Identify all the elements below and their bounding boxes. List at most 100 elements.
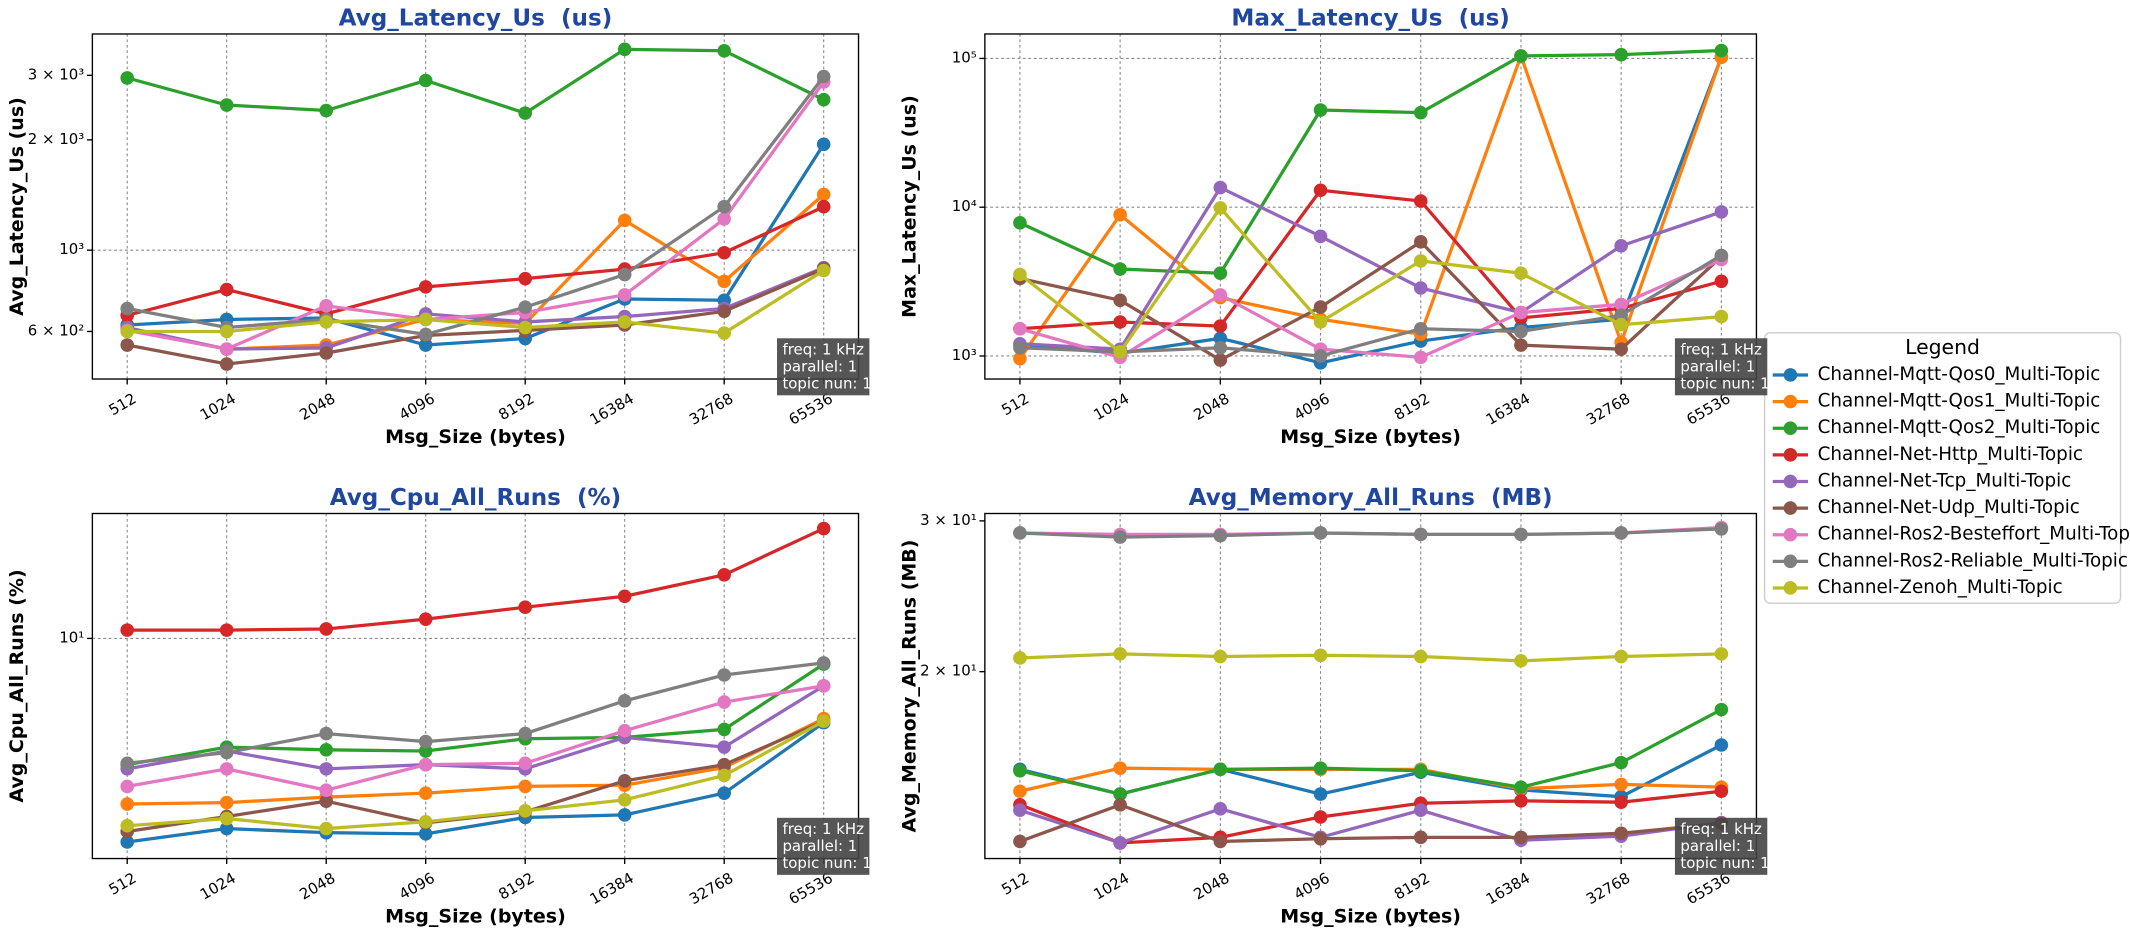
legend-label: Channel-Net-Http_Multi-Topic (1818, 444, 2083, 465)
x-tick-label: 2048 (1191, 389, 1233, 424)
point (1113, 761, 1127, 775)
point (1614, 826, 1628, 841)
annotation-box (1674, 338, 1768, 396)
point (1013, 321, 1027, 336)
legend-label: Channel-Net-Udp_Multi-Topic (1818, 497, 2080, 518)
point (1013, 526, 1027, 540)
series-line (127, 527, 825, 632)
point (1514, 324, 1528, 339)
x-tick-label: 2048 (296, 389, 338, 424)
point (1514, 338, 1528, 352)
series-line (1019, 789, 1722, 845)
series-line (1018, 51, 1723, 360)
point (1413, 235, 1428, 249)
point (617, 793, 632, 807)
point (1614, 308, 1628, 322)
point (1013, 351, 1027, 366)
annotation: topic nun: 1 (782, 374, 871, 392)
legend-label: Channel-Mqtt-Qos2_Multi-Topic (1818, 417, 2101, 438)
y-tick-label: 10³ (59, 240, 84, 258)
x-tick-label: 4096 (1291, 389, 1333, 424)
point (1313, 832, 1328, 846)
point (1714, 738, 1729, 752)
point (717, 757, 731, 772)
annotation-box (777, 817, 870, 875)
point (219, 821, 234, 836)
series-line (1019, 803, 1722, 844)
point (1614, 795, 1628, 809)
point (219, 762, 234, 776)
point (1113, 207, 1127, 222)
point (1614, 342, 1628, 356)
series-line (126, 47, 825, 115)
point (1514, 830, 1528, 845)
series-line (1019, 48, 1722, 275)
point (319, 315, 333, 329)
annotation: topic nun: 1 (1680, 374, 1769, 392)
point (518, 271, 532, 286)
point (219, 98, 234, 112)
point (1213, 201, 1228, 215)
point (219, 745, 234, 760)
point (1213, 353, 1228, 367)
point (418, 786, 433, 800)
chart-title: Avg_Memory_All_Runs (MB) (1189, 485, 1553, 511)
point (1213, 341, 1228, 355)
point (518, 779, 532, 794)
x-tick-label: 16384 (1483, 389, 1533, 428)
y-axis-label: Max_Latency_Us (us) (899, 95, 921, 318)
x-tick-label: 4096 (396, 389, 438, 424)
point (518, 106, 532, 120)
annotation-box (777, 338, 870, 396)
point (1514, 527, 1528, 542)
point (1514, 654, 1528, 668)
point (717, 212, 731, 226)
x-tick-label: 2048 (296, 869, 338, 904)
x-tick-label: 1024 (197, 869, 239, 904)
point (617, 315, 632, 329)
annotation: parallel: 1 (782, 837, 857, 855)
point (1113, 530, 1127, 544)
point (1013, 784, 1027, 799)
chart-title: Avg_Cpu_All_Runs (%) (330, 485, 621, 511)
annotation-box (1674, 817, 1768, 875)
annotation: parallel: 1 (1680, 837, 1755, 855)
annotation: freq: 1 kHz (1680, 340, 1762, 358)
series-line (126, 205, 825, 317)
x-tick-label: 16384 (587, 389, 637, 428)
point (319, 783, 333, 797)
y-tick-label: 10³ (952, 346, 977, 364)
x-tick-label: 32768 (1583, 389, 1633, 428)
x-axis-label: Msg_Size (bytes) (385, 426, 566, 448)
point (1213, 834, 1228, 849)
point (319, 103, 333, 118)
annotation: parallel: 1 (1680, 357, 1755, 375)
point (319, 346, 333, 360)
x-tick-label: 2048 (1191, 869, 1233, 904)
point (1013, 651, 1027, 665)
point (1614, 649, 1628, 664)
point (120, 623, 134, 637)
point (1413, 527, 1428, 542)
point (1514, 794, 1528, 808)
series-line (127, 661, 824, 765)
point (1514, 305, 1528, 320)
point (617, 723, 632, 738)
x-tick-label: 8192 (495, 869, 537, 904)
point (319, 821, 333, 836)
point (1313, 315, 1328, 329)
point (816, 187, 831, 202)
point (816, 521, 831, 536)
point (717, 274, 731, 289)
x-tick-label: 4096 (1291, 869, 1333, 904)
legend-label: Channel-Mqtt-Qos1_Multi-Topic (1818, 391, 2101, 412)
point (418, 827, 433, 841)
x-tick-label: 32768 (686, 869, 736, 908)
series-line (1019, 185, 1722, 351)
point (120, 324, 134, 339)
point (816, 263, 831, 278)
point (418, 327, 433, 342)
point (1113, 647, 1127, 661)
legend-marker (1783, 368, 1798, 382)
point (617, 288, 632, 302)
